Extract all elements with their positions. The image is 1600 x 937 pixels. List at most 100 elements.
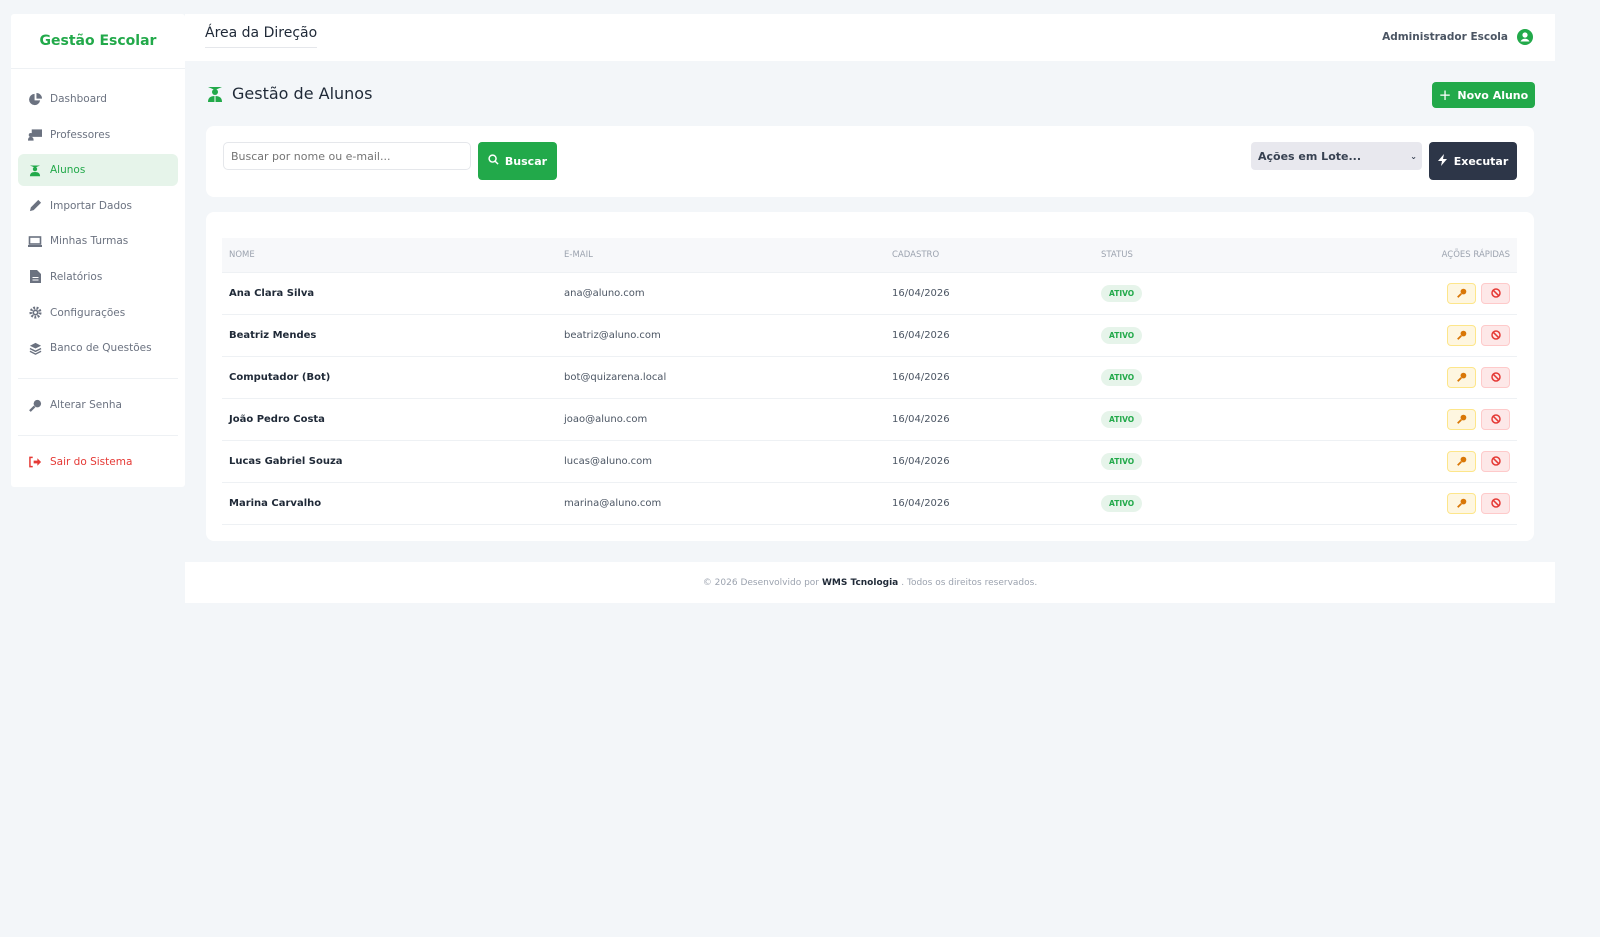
student-email: marina@aluno.com (557, 482, 885, 525)
student-email: lucas@aluno.com (557, 440, 885, 483)
header-title: Área da Direção (205, 25, 318, 48)
deactivate-button[interactable] (1481, 450, 1510, 472)
sidebar-item-dashboard[interactable]: Dashboard (18, 83, 178, 115)
key-icon (1456, 372, 1467, 382)
reset-password-button[interactable] (1447, 324, 1476, 346)
student-date: 16/04/2026 (885, 314, 1094, 357)
table-row: Beatriz Mendes beatriz@aluno.com 16/04/202… (222, 314, 1517, 357)
sidebar-item-importar-dados[interactable]: Importar Dados (18, 190, 178, 222)
actions-cell (1250, 314, 1517, 357)
reset-password-button[interactable] (1447, 450, 1476, 472)
sidebar-item-label: Alterar Senha (50, 399, 122, 412)
table-row: Computador (Bot) bot@quizarena.local 16/04… (222, 356, 1517, 399)
student-name: Beatriz Mendes (222, 314, 557, 357)
sidebar-item-label: Dashboard (50, 93, 107, 105)
brand-logo[interactable]: Gestão Escolar (11, 14, 185, 69)
student-email: joao@aluno.com (557, 398, 885, 441)
topbar: Área da Direção Administrador Escola (185, 14, 1555, 61)
student-date: 16/04/2026 (885, 272, 1094, 315)
footer-suffix: . Todos os direitos reservados. (901, 577, 1038, 588)
user-circle-icon (1517, 29, 1533, 45)
bolt-icon (1437, 153, 1448, 169)
deactivate-button[interactable] (1481, 366, 1510, 388)
execute-button[interactable]: Executar (1429, 142, 1517, 180)
new-student-button[interactable]: + Novo Aluno (1432, 82, 1535, 108)
key-icon (1456, 330, 1467, 340)
user-name: Administrador Escola (1382, 31, 1508, 43)
sidebar-item-label: Configurações (50, 306, 126, 319)
students-table-card: NOME E-MAIL CADASTRO STATUS AÇÕES RÁPIDA… (206, 212, 1534, 541)
sidebar-item-relatorios[interactable]: Relatórios (18, 261, 178, 293)
search-input[interactable] (223, 142, 471, 170)
sidebar-item-sair-do-sistema[interactable]: Sair do Sistema (18, 446, 178, 478)
sidebar-item-professores[interactable]: Professores (18, 119, 178, 151)
ban-icon (1490, 414, 1501, 424)
student-date: 16/04/2026 (885, 398, 1094, 441)
page-title: Gestão de Alunos (207, 84, 372, 103)
actions-cell (1250, 440, 1517, 483)
header-acoes: AÇÕES RÁPIDAS (1250, 238, 1517, 273)
ban-icon (1490, 498, 1501, 508)
sidebar-item-label: Banco de Questões (50, 342, 152, 355)
footer-prefix: © 2026 Desenvolvido por (702, 577, 819, 588)
deactivate-button[interactable] (1481, 324, 1510, 346)
table-row: Ana Clara Silva ana@aluno.com 16/04/2026 AT… (222, 272, 1517, 315)
plus-icon: + (1438, 86, 1452, 104)
ban-icon (1490, 330, 1501, 340)
student-date: 16/04/2026 (885, 440, 1094, 483)
key-icon (28, 398, 42, 412)
execute-label: Executar (1453, 154, 1509, 168)
header-email: E-MAIL (557, 238, 885, 273)
key-icon (1456, 414, 1467, 424)
status-badge: ATIVO (1101, 284, 1143, 302)
reset-password-button[interactable] (1447, 408, 1476, 430)
header-cadastro: CADASTRO (885, 238, 1094, 273)
ban-icon (1490, 372, 1501, 382)
sidebar-item-label: Sair do Sistema (50, 456, 133, 469)
user-menu[interactable]: Administrador Escola (1382, 29, 1533, 45)
status-cell: ATIVO (1094, 356, 1251, 399)
table-row: Marina Carvalho marina@aluno.com 16/04/202… (222, 482, 1517, 525)
reset-password-button[interactable] (1447, 492, 1476, 514)
file-icon (28, 270, 42, 284)
sidebar-item-label: Professores (50, 128, 111, 141)
deactivate-button[interactable] (1481, 282, 1510, 304)
status-cell: ATIVO (1094, 482, 1251, 525)
student-date: 16/04/2026 (885, 482, 1094, 525)
search-card: Buscar Ações em Lote... ⌄ Executar (206, 126, 1534, 197)
sidebar-item-alunos[interactable]: Alunos (18, 154, 178, 187)
logout-icon (28, 455, 42, 469)
student-email: beatriz@aluno.com (557, 314, 885, 357)
deactivate-button[interactable] (1481, 492, 1510, 514)
chalkboard-teacher-icon (28, 128, 42, 142)
search-button[interactable]: Buscar (478, 142, 557, 180)
laptop-icon (28, 234, 42, 248)
chart-pie-icon (28, 92, 42, 106)
sidebar-item-minhas-turmas[interactable]: Minhas Turmas (18, 225, 178, 257)
header-status: STATUS (1094, 238, 1251, 273)
user-graduate-icon (207, 85, 223, 103)
key-icon (1456, 288, 1467, 298)
reset-password-button[interactable] (1447, 366, 1476, 388)
chevron-down-icon: ⌄ (1410, 151, 1417, 161)
gear-icon (28, 306, 42, 320)
status-badge: ATIVO (1101, 494, 1143, 512)
new-student-label: Novo Aluno (1457, 88, 1529, 102)
status-badge: ATIVO (1101, 410, 1143, 428)
table-row: João Pedro Costa joao@aluno.com 16/04/2026… (222, 398, 1517, 441)
student-name: Computador (Bot) (222, 356, 557, 399)
pen-icon (28, 199, 42, 213)
sidebar-item-banco-de-questoes[interactable]: Banco de Questões (18, 332, 178, 364)
bulk-actions-select[interactable]: Ações em Lote... ⌄ (1251, 142, 1422, 170)
actions-cell (1250, 272, 1517, 315)
student-name: João Pedro Costa (222, 398, 557, 441)
ban-icon (1490, 288, 1501, 298)
student-email: ana@aluno.com (557, 272, 885, 315)
sidebar-item-configuracoes[interactable]: Configurações (18, 297, 178, 329)
reset-password-button[interactable] (1447, 282, 1476, 304)
deactivate-button[interactable] (1481, 408, 1510, 430)
footer-company-link[interactable]: WMS Tcnologia (822, 577, 899, 588)
layers-icon (28, 341, 42, 355)
key-icon (1456, 498, 1467, 508)
sidebar-item-alterar-senha[interactable]: Alterar Senha (18, 389, 178, 421)
